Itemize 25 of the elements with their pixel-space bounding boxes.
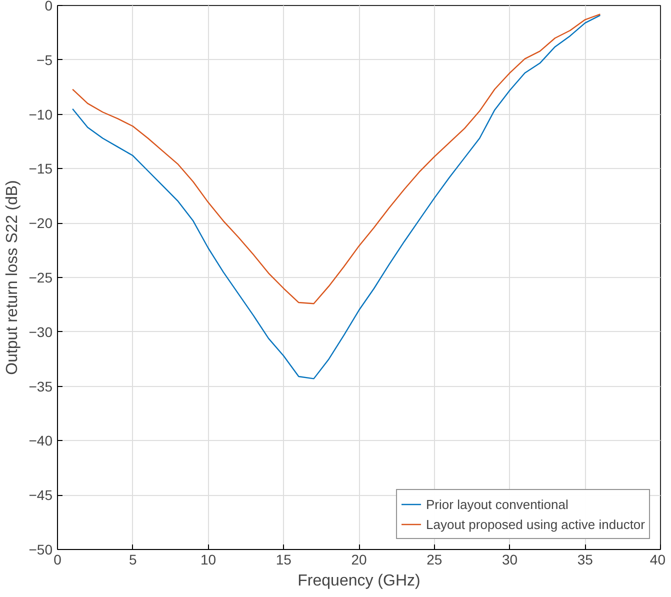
x-tick-label: 10: [200, 552, 216, 568]
x-tick-label: 35: [577, 552, 594, 568]
y-tick-label: −5: [36, 52, 53, 68]
y-axis-title: Output return loss S22 (dB): [4, 180, 21, 375]
y-tick-label: 0: [44, 0, 53, 14]
line-series: [72, 14, 601, 380]
x-tick-label: 5: [128, 552, 137, 568]
x-tick-label: 20: [351, 552, 367, 568]
legend-label: Prior layout conventional: [426, 496, 568, 512]
x-tick-label: 15: [276, 552, 292, 568]
x-tick-label: 25: [426, 552, 442, 568]
y-tick-label: −20: [28, 215, 53, 232]
x-axis-title: Frequency (GHz): [298, 572, 420, 590]
x-tick-label: 30: [502, 552, 518, 568]
y-tick-label: −45: [28, 487, 53, 504]
y-tick-label: −25: [28, 270, 53, 286]
legend-label: Layout proposed using active inductor: [426, 516, 645, 532]
y-tick-label: −30: [28, 324, 53, 340]
y-tick-label: −35: [28, 378, 53, 394]
line-series: [72, 14, 601, 304]
y-tick-label: −10: [28, 106, 53, 122]
x-tick-label: 40: [650, 552, 666, 568]
y-tick-label: −40: [28, 432, 53, 449]
y-tick-label: −50: [28, 542, 53, 558]
y-tick-label: −15: [28, 160, 53, 177]
